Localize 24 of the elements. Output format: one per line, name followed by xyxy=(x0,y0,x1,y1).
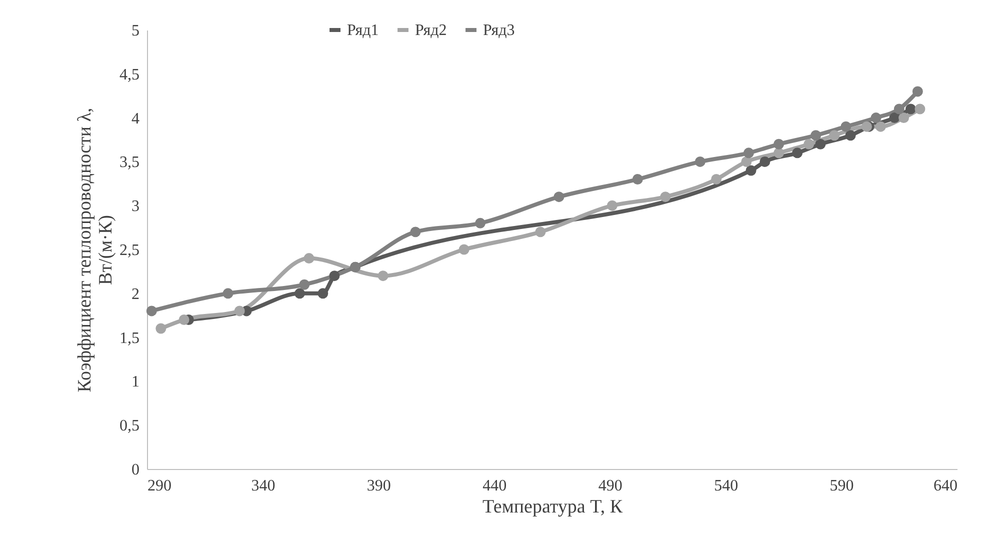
x-tick-label: 440 xyxy=(482,478,507,494)
y-tick-label: 1 xyxy=(132,374,140,391)
y-tick-label: 4 xyxy=(132,110,140,128)
legend-label: Ряд3 xyxy=(483,22,515,39)
x-tick-label: 290 xyxy=(148,478,172,494)
x-tick-label: 340 xyxy=(251,478,276,494)
x-tick-label: 390 xyxy=(366,478,391,494)
y-tick-label: 2,5 xyxy=(120,242,140,259)
x-tick-label: 490 xyxy=(598,478,622,494)
x-axis-title: Температура T, К xyxy=(482,496,623,518)
y-tick-label: 5 xyxy=(132,22,140,40)
y-tick-label: 0 xyxy=(132,462,140,478)
y-axis-title: Коэффициент теплопроводности λ, Вт/(м·К) xyxy=(74,108,116,392)
x-tick-label: 540 xyxy=(714,478,738,494)
x-tick-label: 640 xyxy=(934,478,958,494)
legend-label: Ряд2 xyxy=(415,22,447,39)
y-tick-label: 1,5 xyxy=(120,330,140,347)
y-tick-label: 4,5 xyxy=(120,66,140,84)
y-tick-label: 3 xyxy=(132,198,140,216)
y-tick-label: 2 xyxy=(132,286,140,303)
legend-label: Ряд1 xyxy=(347,22,379,39)
y-tick-label: 3,5 xyxy=(120,154,140,172)
x-tick-label: 590 xyxy=(830,478,854,494)
y-tick-label: 0,5 xyxy=(120,418,140,435)
